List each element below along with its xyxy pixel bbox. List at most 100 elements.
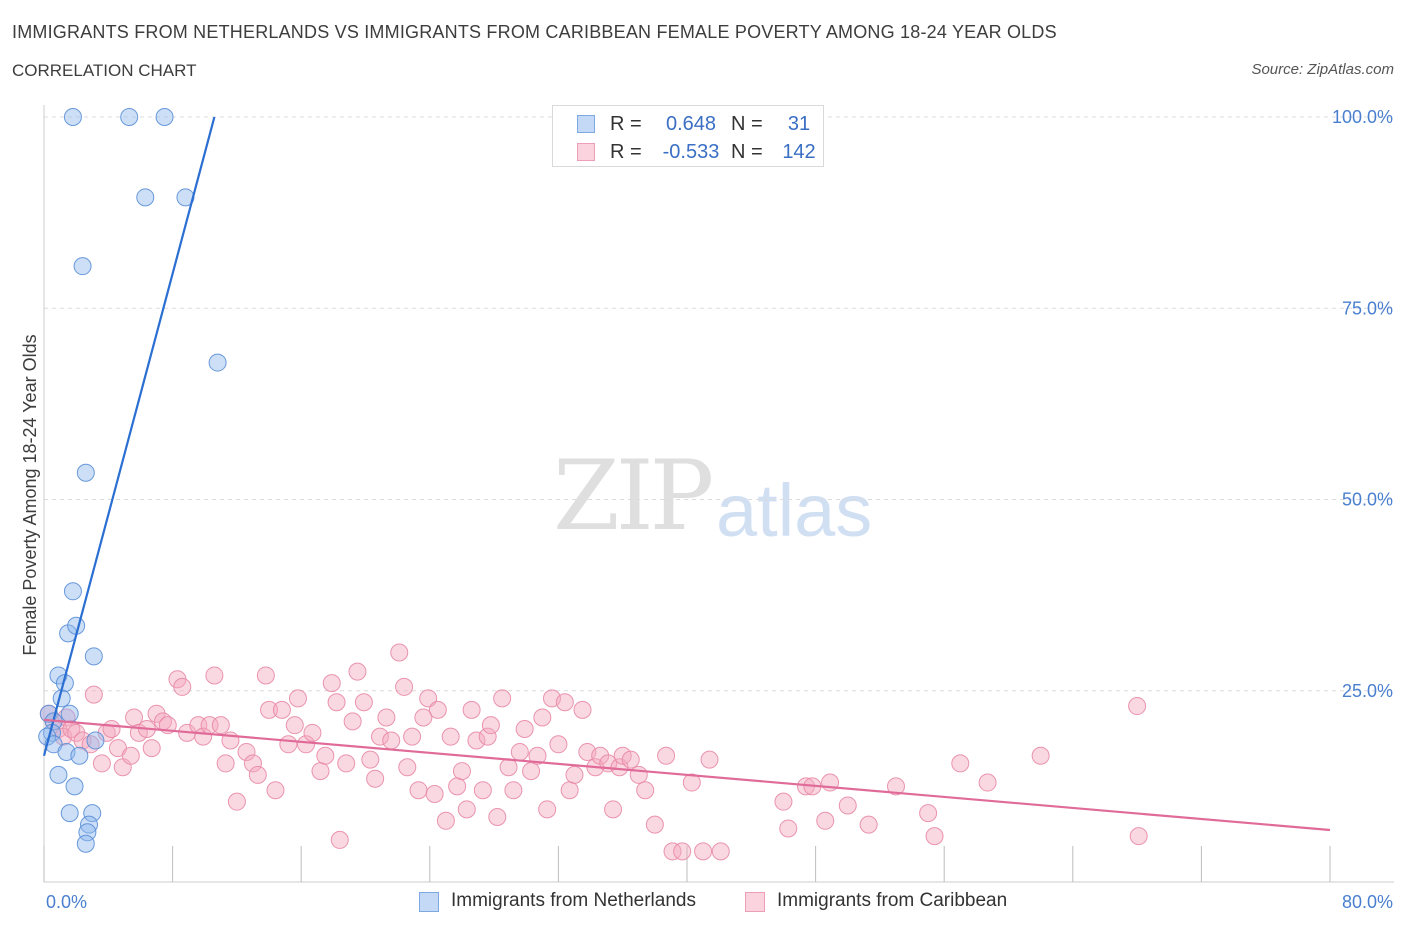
point-caribbean (361, 750, 380, 769)
point-caribbean (515, 720, 534, 738)
point-caribbean (645, 815, 664, 834)
point-caribbean (555, 693, 574, 712)
point-netherlands (83, 804, 102, 823)
point-netherlands (120, 108, 139, 126)
y-tick-label: 75.0% (1342, 298, 1393, 318)
point-caribbean (1129, 827, 1148, 846)
legend-label-netherlands: Immigrants from Netherlands (451, 890, 696, 911)
point-caribbean (533, 708, 552, 727)
point-caribbean (636, 781, 655, 800)
y-tick-label: 100.0% (1332, 107, 1393, 127)
point-caribbean (327, 693, 346, 712)
point-caribbean (528, 746, 547, 765)
point-caribbean (473, 781, 492, 800)
point-caribbean (978, 773, 997, 792)
point-caribbean (285, 716, 304, 735)
point-caribbean (1128, 697, 1147, 716)
point-caribbean (370, 727, 389, 746)
point-caribbean (700, 750, 719, 769)
point-netherlands (84, 647, 103, 666)
point-caribbean (398, 758, 417, 777)
point-netherlands (76, 463, 95, 482)
point-caribbean (488, 807, 507, 826)
point-caribbean (428, 700, 447, 719)
legend-label-caribbean: Immigrants from Caribbean (777, 890, 1008, 911)
point-caribbean (425, 785, 444, 804)
point-caribbean (560, 781, 579, 800)
chart-title: IMMIGRANTS FROM NETHERLANDS VS IMMIGRANT… (12, 22, 1057, 42)
legend-swatch-caribbean (577, 143, 595, 161)
x-tick-label: 0.0% (46, 892, 87, 912)
point-caribbean (499, 758, 518, 777)
point-caribbean (216, 754, 235, 773)
point-netherlands (73, 257, 92, 276)
point-caribbean (886, 777, 905, 796)
point-caribbean (311, 762, 330, 781)
n-label: N = (731, 113, 763, 135)
point-caribbean (663, 842, 682, 861)
point-netherlands (60, 804, 79, 823)
trendline-caribbean (43, 718, 1331, 832)
point-caribbean (227, 792, 246, 811)
source-credit: Source: ZipAtlas.com (1251, 61, 1394, 78)
point-caribbean (297, 735, 316, 754)
point-caribbean (205, 666, 224, 685)
trend-layer (42, 116, 1331, 832)
point-caribbean (510, 742, 529, 761)
point-caribbean (462, 700, 481, 719)
point-caribbean (919, 804, 938, 823)
legend-swatch-netherlands (419, 892, 439, 912)
chart-subtitle: CORRELATION CHART (12, 61, 197, 80)
trendline-netherlands (42, 116, 216, 757)
y-tick-label: 50.0% (1342, 490, 1393, 510)
n-value: 142 (782, 141, 816, 163)
point-netherlands (76, 834, 95, 853)
points-layer (38, 108, 1148, 861)
point-caribbean (354, 693, 373, 712)
point-caribbean (774, 792, 793, 811)
point-caribbean (682, 773, 701, 792)
point-caribbean (395, 677, 414, 696)
n-value: 31 (787, 113, 811, 135)
point-caribbean (457, 800, 476, 819)
point-caribbean (211, 716, 230, 735)
point-caribbean (467, 731, 486, 750)
point-caribbean (243, 754, 262, 773)
point-caribbean (657, 746, 676, 765)
point-netherlands (86, 731, 105, 750)
stats-legend: R = 0.648 N = 31 R = -0.533 N = 142 (552, 105, 824, 167)
point-caribbean (838, 796, 857, 815)
point-caribbean (256, 666, 275, 685)
point-netherlands (63, 582, 82, 601)
y-tick-label: 25.0% (1342, 681, 1393, 701)
point-caribbean (409, 781, 428, 800)
point-caribbean (436, 811, 455, 830)
point-caribbean (348, 662, 367, 681)
point-caribbean (337, 754, 356, 773)
point-caribbean (629, 765, 648, 784)
grid-layer (44, 116, 1394, 692)
point-caribbean (322, 674, 341, 693)
point-caribbean (478, 727, 497, 746)
point-caribbean (272, 700, 291, 719)
point-caribbean (448, 777, 467, 796)
point-netherlands (80, 815, 99, 834)
point-caribbean (779, 819, 798, 838)
point-caribbean (573, 700, 592, 719)
r-value: 0.648 (665, 113, 717, 135)
point-caribbean (142, 739, 161, 758)
point-caribbean (711, 842, 730, 861)
point-caribbean (237, 742, 256, 761)
point-caribbean (248, 765, 267, 784)
watermark-zip: ZIP (553, 440, 714, 552)
point-netherlands (70, 746, 89, 765)
n-label: N = (731, 141, 763, 163)
point-caribbean (414, 708, 433, 727)
point-netherlands (63, 108, 82, 126)
r-value: -0.533 (662, 141, 720, 163)
point-netherlands (65, 777, 84, 796)
point-caribbean (694, 842, 713, 861)
point-caribbean (288, 689, 307, 708)
point-caribbean (67, 723, 86, 742)
